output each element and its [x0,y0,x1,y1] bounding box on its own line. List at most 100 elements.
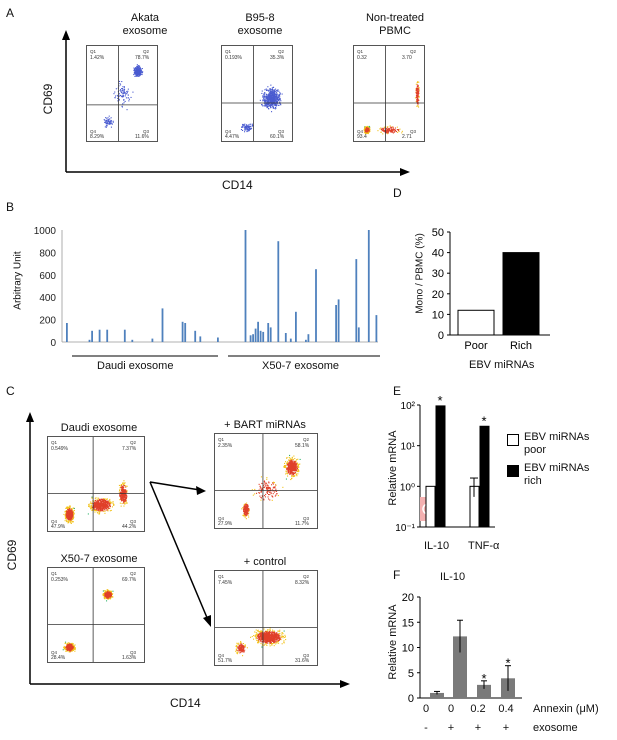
panel-c-4-dot [259,636,261,638]
panel-c-1-dot [70,516,72,518]
panel-c-2-dot [111,596,113,598]
panel-c-3-dot [258,492,260,494]
panel-a-2-dot [243,126,245,128]
panel-d-bar-poor [457,309,495,336]
panel-c-1-dot [124,498,126,500]
panel-d-ytick: 40 [432,248,444,260]
panel-a-2-dot [274,94,276,96]
panel-a-1-dot [135,69,137,71]
panel-a-1-dot [105,121,107,123]
panel-c-1-dot [66,520,68,522]
panel-c-3-dot [286,457,288,459]
panel-c-1-dot [97,500,99,502]
panel-c-3-dot [246,508,248,510]
panel-e-ytick: 10⁰ [400,482,415,493]
panel-c-3-dot [290,479,292,481]
panel-a-2-dot [268,94,270,96]
panel-c-1-dot [68,509,70,511]
panel-a-3-dot [388,130,390,132]
panel-a-1-dot [138,65,140,67]
panel-a-1-dot [105,122,107,124]
panel-a-1-dot [122,86,124,88]
panel-a-2-dot [252,125,254,127]
panel-a-2-dot [273,102,275,104]
panel-c-2-dot [73,648,75,650]
panel-c-4-dot [277,637,279,639]
panel-a-1-quad-q1-value: 1.42% [90,55,105,61]
panel-c-4-dot [283,630,285,632]
panel-c-1-dot [71,509,73,511]
panel-c-2-dot [68,647,70,649]
panel-c-3-dot [263,499,265,501]
panel-a-2-quad-id: Q2 [278,49,285,54]
panel-c-1-dot [112,501,114,503]
panel-c-3-dot [261,482,263,484]
panel-b-ytick: 600 [39,271,56,282]
panel-c-1-dot [125,495,127,497]
panel-c-1-dot [73,516,75,518]
panel-c-3-dot [296,469,298,471]
panel-c-4-dot [267,629,269,631]
panel-b-ytick: 200 [39,316,56,327]
panel-a-1-dot [122,90,124,92]
panel-a-2-dot [251,125,253,127]
panel-c-3-dot [261,495,263,497]
panel-a-3-dot [367,127,369,129]
panel-a-2-dot [277,98,279,100]
panel-c-1-dot [101,510,103,512]
panel-c-1-dot [94,497,96,499]
panel-b-bar [131,339,134,342]
panel-c-2-title: X50-7 exosome [60,553,138,565]
panel-a-1-dot [110,120,112,122]
panel-c-3-dot [297,458,299,460]
panel-a-3-dot [368,130,370,132]
panel-a-2-dot [240,129,242,131]
panel-a-2-dot [275,104,277,106]
panel-c-2-dot [103,597,105,599]
panel-a-1-dot [139,71,141,73]
panel-c-1-dot [122,483,124,485]
panel-c-1-dot [125,494,127,496]
panel-c-3-dot [295,470,297,472]
panel-a-2-dot [266,89,268,91]
panel-a-2-dot [267,106,269,108]
panel-c-4-dot [264,643,266,645]
panel-a-3-dot [382,130,384,132]
panel-c-1-dot [121,497,123,499]
panel-a-2-dot [249,124,251,126]
panel-c-3-dot [273,482,275,484]
panel-c-3-dot [266,478,268,480]
panel-a-1-dot [123,99,125,101]
panel-a-xlabel: CD14 [222,178,253,192]
panel-c-1-dot [88,503,90,505]
panel-c-3-dot [296,466,298,468]
panel-d-ytick: 0 [438,330,444,342]
panel-c-1-dot [70,516,72,518]
panel-c-4-dot [278,640,280,642]
panel-a-2-dot [267,98,269,100]
panel-a-1-dot [127,97,129,99]
panel-c-3-dot [290,464,292,466]
panel-a-1-dot [106,117,108,119]
panel-a-2-dot [244,127,246,129]
panel-e-ytick: 10¹ [401,442,416,453]
panel-c-1-dot [69,506,71,508]
panel-a-3-dot [366,131,368,133]
panel-c-1-dot [71,514,73,516]
panel-a-2-dot [263,98,265,100]
panel-c-2-dot [63,645,65,647]
panel-a-1-dot [138,74,140,76]
panel-a-2-dot [271,111,273,113]
panel-c-2-dot [67,649,69,651]
panel-a-2-dot [273,106,275,108]
panel-a-2-dot [246,124,248,126]
panel-a-2-dot [268,95,270,97]
panel-c-4-dot [263,644,265,646]
panel-a-2-dot [270,99,272,101]
panel-a-3-dot [417,90,419,92]
panel-c-1-dot [95,497,97,499]
panel-c-1-dot [111,506,113,508]
panel-c-2-dot [110,591,112,593]
